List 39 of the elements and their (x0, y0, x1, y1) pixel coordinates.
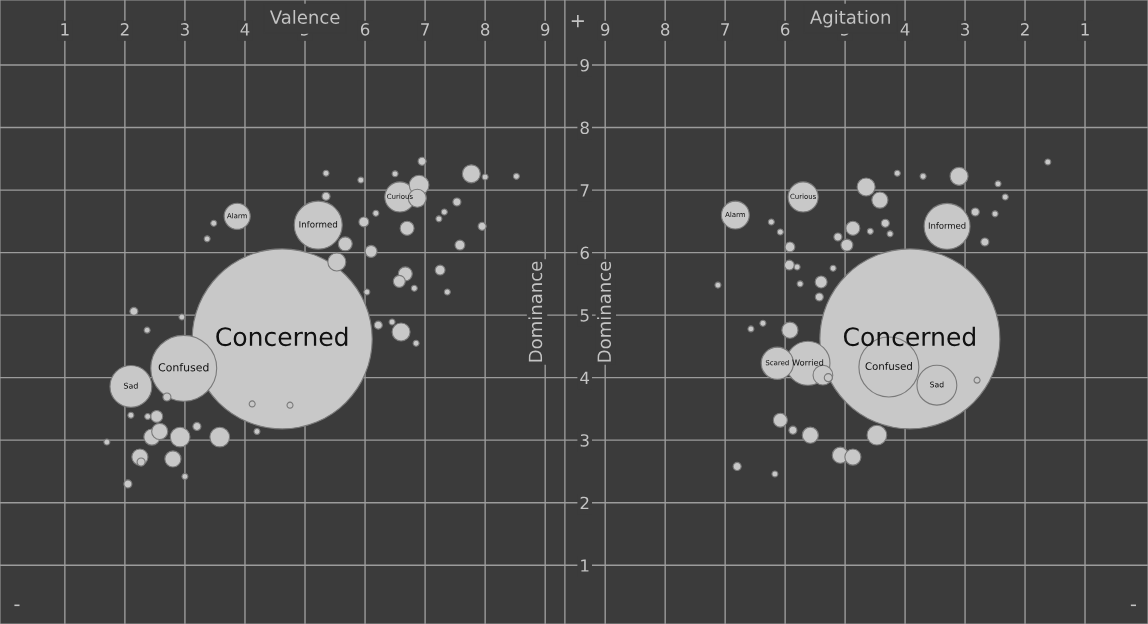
x-tick-label: 9 (540, 23, 550, 36)
annotation: Concerned (843, 326, 975, 347)
x-tick-label: 4 (900, 23, 910, 36)
x-tick-label: 2 (1020, 23, 1029, 36)
y-tick-label: 4 (580, 371, 590, 384)
x-tick-label: 3 (180, 23, 189, 36)
y-tick-label: 7 (580, 184, 589, 197)
x-tick-label: 1 (1081, 23, 1089, 36)
annotation: + (571, 15, 584, 28)
x-tick-label: 6 (780, 23, 790, 36)
y-axis-title: Dominance (597, 261, 612, 362)
x-tick-label: 9 (600, 23, 610, 36)
annotation: - (14, 604, 20, 607)
x-tick-label: 7 (421, 23, 429, 36)
annotation: Worried (792, 359, 824, 366)
annotation: Confused (158, 362, 209, 372)
x-tick-label: 8 (480, 23, 490, 36)
x-tick-label: 6 (360, 23, 370, 36)
y-tick-label: 8 (580, 121, 589, 135)
y-tick-label: 6 (580, 246, 589, 260)
x-tick-label: 4 (240, 23, 250, 36)
x-axis-title: Valence (269, 9, 340, 24)
y-tick-label: 1 (581, 559, 589, 572)
annotation: - (1130, 604, 1136, 607)
annotation: Concerned (216, 326, 348, 347)
x-tick-label: 8 (660, 23, 670, 36)
y-tick-label: 2 (580, 496, 589, 510)
annotation: Confused (865, 362, 912, 370)
y-tick-label: 5 (580, 309, 589, 322)
x-tick-label: 2 (120, 23, 129, 36)
y-axis-title: Dominance (528, 261, 543, 362)
x-tick-label: 7 (721, 23, 730, 36)
x-tick-label: 1 (61, 23, 69, 36)
y-tick-label: 9 (580, 58, 589, 72)
annotation: Informed (299, 220, 338, 228)
y-tick-label: 3 (580, 434, 589, 447)
x-axis-title: Agitation (810, 9, 890, 28)
annotation: Informed (928, 222, 966, 229)
x-tick-label: 3 (961, 23, 970, 36)
